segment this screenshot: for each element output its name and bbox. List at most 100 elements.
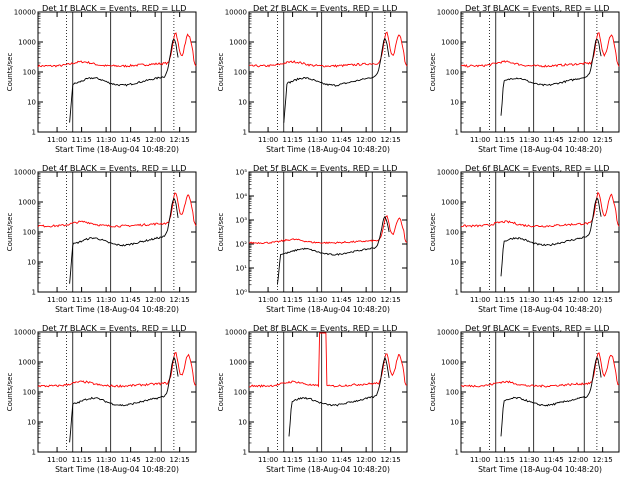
y-tick-label: 10000 [225,329,247,337]
y-tick-label: 1000 [441,39,459,47]
panel-det-3: Det 3f BLACK = Events, RED = LLD 1 10 100 10… [429,3,620,154]
x-tick-label: 12:15 [381,456,401,464]
y-tick-label: 1000 [18,39,36,47]
x-tick-label: 11:45 [544,456,564,464]
x-axis-label: Start Time (18-Aug-04 10:48:20) [478,145,602,154]
series-lld [248,214,408,245]
panel-title: Det 6f BLACK = Events, RED = LLD [465,163,609,173]
x-tick-label: 11:15 [71,136,91,144]
y-tick-label: 1 [32,129,36,137]
panel-det-1: Det 1f BLACK = Events, RED = LLD 1 10 100 10… [6,3,197,154]
x-tick-label: 12:00 [568,296,588,304]
series-lld [37,192,197,228]
y-axis-label: Counts/sec [217,373,225,412]
y-tick-label: 10000 [14,9,36,17]
y-tick-label: 100 [234,69,247,77]
y-tick-label: 1 [455,449,459,457]
plot-frame [37,331,197,453]
x-tick-label: 11:45 [332,136,352,144]
series-events [69,356,179,443]
y-tick-label: 1 [32,449,36,457]
panel-det-5: Det 5f BLACK = Events, RED = LLD 10⁰ 10¹ 10… [217,163,408,314]
x-tick-label: 12:00 [568,456,588,464]
y-tick-label: 10000 [14,329,36,337]
x-tick-label: 11:45 [121,136,141,144]
x-tick-label: 11:30 [519,136,539,144]
x-tick-label: 11:00 [470,296,490,304]
panel-title: Det 2f BLACK = Events, RED = LLD [253,3,397,13]
y-tick-label: 10⁰ [235,289,247,297]
y-tick-label: 10 [450,99,459,107]
y-tick-label: 100 [23,389,36,397]
panel-title: Det 4f BLACK = Events, RED = LLD [42,163,186,173]
y-tick-label: 100 [23,229,36,237]
y-tick-label: 10 [450,259,459,267]
y-axis-label: Counts/sec [429,373,437,412]
x-tick-label: 11:45 [332,296,352,304]
panel-det-2: Det 2f BLACK = Events, RED = LLD 1 10 100 10… [217,3,408,154]
x-tick-label: 12:15 [170,456,190,464]
series-lld [248,31,408,68]
x-tick-label: 11:30 [96,136,116,144]
plot-frame [460,11,620,133]
y-tick-label: 1000 [441,359,459,367]
y-tick-label: 10² [235,241,247,249]
series-lld [460,191,620,228]
y-tick-label: 100 [23,69,36,77]
y-tick-label: 10⁴ [235,193,247,201]
plot-frame [37,171,197,293]
panel-title: Det 7f BLACK = Events, RED = LLD [42,323,186,333]
y-tick-label: 10000 [225,9,247,17]
panel-title: Det 1f BLACK = Events, RED = LLD [42,3,186,13]
x-axis-label: Start Time (18-Aug-04 10:48:20) [478,465,602,474]
plot-frame [248,11,408,133]
series-events [500,197,602,277]
y-tick-label: 10 [27,99,36,107]
x-tick-label: 11:30 [519,456,539,464]
y-axis-label: Counts/sec [429,213,437,252]
series-events [276,215,390,285]
x-axis-label: Start Time (18-Aug-04 10:48:20) [266,145,390,154]
x-tick-label: 12:00 [145,136,165,144]
series-events [500,38,602,116]
x-tick-label: 11:00 [258,296,278,304]
y-axis-label: Counts/sec [217,213,225,252]
y-tick-label: 100 [234,389,247,397]
x-tick-label: 11:00 [258,456,278,464]
y-axis-label: Counts/sec [217,53,225,92]
y-tick-label: 10³ [235,217,247,225]
y-axis-label: Counts/sec [6,213,14,252]
plot-frame [248,331,408,453]
panel-title: Det 8f BLACK = Events, RED = LLD [253,323,397,333]
x-tick-label: 11:30 [307,456,327,464]
x-tick-label: 11:45 [121,296,141,304]
series-lld [460,32,620,68]
x-tick-label: 12:15 [593,456,613,464]
series-events [69,38,179,123]
x-tick-label: 11:15 [494,296,514,304]
x-tick-label: 11:30 [307,296,327,304]
y-tick-label: 10 [27,419,36,427]
y-tick-label: 1000 [441,199,459,207]
y-tick-label: 1 [243,129,247,137]
plot-frame [460,331,620,453]
x-tick-label: 12:15 [593,136,613,144]
panel-det-9: Det 9f BLACK = Events, RED = LLD 1 10 100 10… [429,323,620,474]
y-tick-label: 1000 [18,199,36,207]
x-tick-label: 11:15 [71,456,91,464]
series-events [288,356,390,437]
x-tick-label: 11:15 [494,456,514,464]
x-tick-label: 11:45 [332,456,352,464]
y-tick-label: 1 [243,449,247,457]
y-tick-label: 10000 [437,9,459,17]
x-tick-label: 11:00 [258,136,278,144]
x-tick-label: 11:45 [544,296,564,304]
series-events [69,197,179,284]
x-tick-label: 11:00 [47,296,67,304]
y-tick-label: 1 [32,289,36,297]
x-tick-label: 12:00 [356,136,376,144]
series-lld [37,352,197,388]
x-tick-label: 12:00 [356,456,376,464]
series-lld [461,352,620,388]
x-axis-label: Start Time (18-Aug-04 10:48:20) [55,145,179,154]
